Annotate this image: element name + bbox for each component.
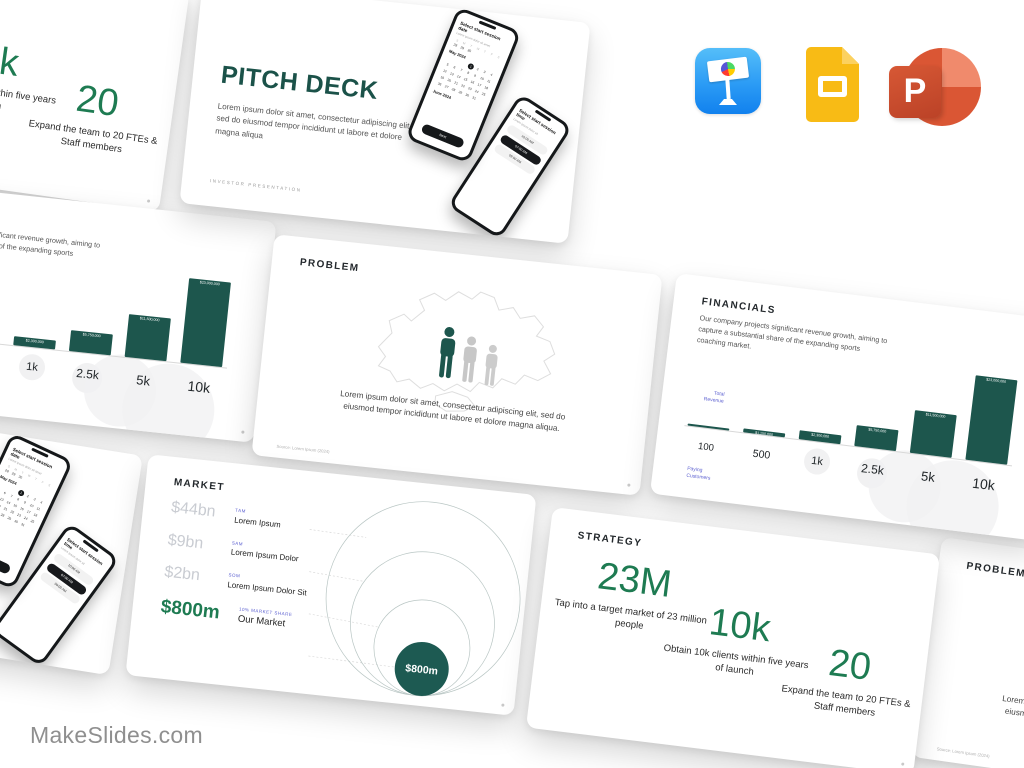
page-number-dot: [146, 199, 151, 203]
x-tick-label: 100: [697, 440, 715, 454]
slide-strategy-heading: STRATEGY: [576, 530, 643, 550]
chart-axis: [684, 425, 1013, 467]
bar-value-label: $5,750,000: [868, 427, 887, 434]
market-row-sam: $9bn SAM Lorem Ipsum Dolor: [167, 531, 312, 564]
revenue-bar: $23,000,000: [180, 278, 231, 368]
next-button: Next: [420, 123, 466, 149]
map-outline-graphic: [377, 291, 556, 412]
revenue-bar: $1,150,000: [743, 428, 786, 438]
slide-title-heading: PITCH DECK: [219, 60, 380, 106]
x-tick-label: 1k: [810, 454, 824, 469]
slide-thumb-strategy[interactable]: STRATEGY 23M Tap into a target market of…: [525, 507, 941, 768]
source-note: Source: Lorem Ipsum (2024): [936, 746, 990, 759]
slide-thumb-financials-partial[interactable]: FINANCIALS Our company projects signific…: [0, 181, 277, 443]
y-axis-label: Total Revenue: [703, 390, 725, 405]
bar-value-label: $1,150,000: [754, 430, 774, 437]
slide-thumb-title-partial[interactable]: PITCH DECK Lorem ipsum dolor sit amet, c…: [0, 394, 143, 676]
x-tick-label: 1k: [25, 360, 39, 374]
market-value: $800m: [159, 595, 221, 623]
slide-financials-heading: FINANCIALS: [700, 296, 777, 317]
x-axis-label: Paying Customers: [686, 465, 711, 482]
bar-value-label: $2,300,000: [25, 338, 44, 345]
slide-thumb-market[interactable]: $800m MARKET $44bn TAM Lorem Ipsum $9bn …: [125, 454, 537, 716]
strategy-stat: 20 Expand the team to 20 FTEs & Staff me…: [17, 72, 173, 163]
powerpoint-letter: P: [889, 66, 941, 118]
page-number-dot: [901, 762, 905, 766]
slide-financials-body: Our company projects significant revenue…: [696, 313, 888, 353]
bar-value-label: $2,300,000: [811, 432, 830, 439]
google-slides-icon: [806, 47, 859, 122]
page-number-dot: [627, 483, 631, 487]
slide-financials-body: Our company projects significant revenue…: [0, 221, 101, 258]
slide-thumb-financials[interactable]: FINANCIALS Our company projects signific…: [649, 273, 1024, 541]
bar-value-label: $5,750,000: [82, 332, 101, 339]
bar-value-label: $23,000,000: [199, 280, 220, 287]
bar-value-label: $23,000,000: [986, 377, 1007, 384]
market-label: Lorem Ipsum: [233, 515, 282, 529]
brand-logo-text: MakeSlides.com: [30, 722, 203, 748]
person-icon-teal: [439, 327, 456, 379]
google-slides-frame: [818, 76, 847, 97]
market-value: $9bn: [166, 531, 205, 552]
revenue-bar: $11,500,000: [909, 410, 957, 458]
keynote-icon: [695, 48, 761, 114]
market-label: Our Market: [237, 613, 286, 630]
slide-thumb-problem[interactable]: PROBLEM Lorem ipsum dolor sit amet, cons…: [251, 234, 663, 496]
bar-value-label: $11,500,000: [925, 412, 946, 419]
keynote-pie-chart: [720, 61, 736, 77]
slide-thumb-strategy-partial[interactable]: STRATEGY 23M Tap into a target market of…: [0, 0, 190, 213]
market-circles-graphic: $800m: [308, 501, 521, 697]
next-button: Next: [0, 547, 12, 575]
person-icon-gray: [484, 344, 498, 386]
market-row-som: $2bn SOM Lorem Ipsum Dolor Sit: [163, 564, 308, 597]
market-row-our-market: $800m 10% Market Share Our Market: [160, 596, 305, 633]
slide-title-body: Lorem ipsum dolor sit amet, consectetur …: [214, 101, 412, 143]
keynote-pole: [725, 78, 731, 100]
revenue-bar: $11,500,000: [124, 314, 171, 362]
x-tick-label: 500: [752, 447, 771, 462]
slide-title-footer: INVESTOR PRESENTATION: [209, 178, 302, 193]
slide-problem-heading: PROBLEM: [965, 560, 1024, 580]
page-number-dot: [241, 430, 245, 434]
bar-value-label: $11,500,000: [139, 316, 160, 323]
google-slides-fold: [842, 47, 859, 64]
slide-thumb-title[interactable]: PITCH DECK Lorem ipsum dolor sit amet, c…: [179, 0, 591, 244]
powerpoint-icon: P: [889, 48, 981, 128]
market-bubble-label: $800m: [405, 662, 439, 677]
market-value: $2bn: [163, 563, 201, 585]
person-icon-gray: [462, 336, 477, 383]
keynote-base: [719, 99, 737, 105]
slide-problem-heading: PROBLEM: [299, 257, 360, 275]
source-note: Source: Lorem Ipsum (2024): [276, 443, 330, 455]
revenue-bar: $23,000,000: [965, 375, 1018, 465]
slide-problem-body: Lorem ipsum dolor sit amet, consectetur …: [1001, 693, 1024, 746]
revenue-bar: $5,750,000: [68, 330, 113, 356]
strategy-stat: 20 Expand the team to 20 FTEs & Staff me…: [770, 638, 926, 726]
